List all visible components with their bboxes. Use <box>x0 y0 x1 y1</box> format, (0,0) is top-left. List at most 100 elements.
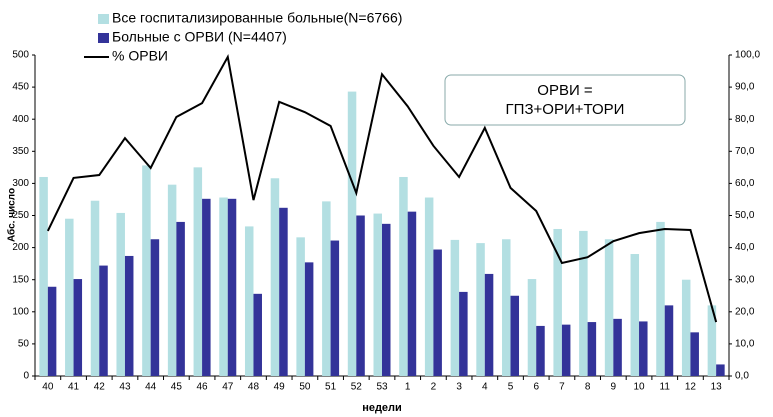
bar <box>604 239 614 376</box>
y-tick-label: 500 <box>12 50 29 61</box>
bar <box>536 325 545 376</box>
x-tick-label: 45 <box>171 382 183 393</box>
bar <box>459 291 468 376</box>
legend-label: % ОРВИ <box>112 48 168 64</box>
bar <box>716 364 725 376</box>
bar <box>330 240 340 376</box>
bar <box>167 184 177 376</box>
legend-swatch <box>98 33 109 43</box>
x-tick-label: 5 <box>508 382 514 393</box>
bar <box>142 165 151 376</box>
bar <box>244 226 254 376</box>
bar <box>116 212 125 376</box>
bar <box>502 239 511 376</box>
bar <box>124 255 134 376</box>
bar <box>296 237 305 376</box>
bar <box>382 223 391 376</box>
bar <box>202 198 211 376</box>
bar <box>690 332 699 376</box>
bar <box>39 176 48 376</box>
bar <box>150 239 160 376</box>
annotation-box <box>444 74 686 126</box>
line <box>46 53 718 323</box>
bar <box>227 198 237 376</box>
bar <box>356 215 365 376</box>
x-tick-label: 10 <box>633 382 645 393</box>
annotation-text: ОРВИ = <box>537 82 593 99</box>
legend-label: Все госпитализированные больные(N=6766) <box>112 10 402 26</box>
bar <box>304 262 314 376</box>
bar <box>681 279 691 376</box>
bar <box>47 286 57 376</box>
annotation-text: ГПЗ+ОРИ+ТОРИ <box>506 101 625 118</box>
x-tick-label: 44 <box>145 382 157 393</box>
x-tick-label: 52 <box>351 382 363 393</box>
y-tick-label: 450 <box>12 82 29 93</box>
y2-tick-label: 60,0 <box>735 178 755 189</box>
y-tick-label: 100 <box>12 306 29 317</box>
bar <box>450 239 460 376</box>
bar <box>476 243 485 376</box>
x-tick-label: 1 <box>405 382 411 393</box>
x-tick-label: 48 <box>248 382 260 393</box>
bar <box>424 197 434 376</box>
bar <box>99 265 108 376</box>
x-tick-label: 40 <box>42 382 54 393</box>
y-tick-label: 350 <box>12 146 29 157</box>
x-tick-label: 13 <box>711 382 723 393</box>
x-tick-label: 8 <box>585 382 591 393</box>
x-tick-label: 11 <box>660 382 671 393</box>
bar <box>510 295 520 376</box>
x-tick-label: 53 <box>376 382 388 393</box>
bar <box>90 200 100 376</box>
y2-tick-label: 100,0 <box>735 50 760 61</box>
x-tick-label: 42 <box>94 382 106 393</box>
bar <box>579 230 588 376</box>
bar <box>193 167 203 376</box>
bar <box>322 201 331 376</box>
bar <box>630 254 640 376</box>
legend-label: Больные с ОРВИ (N=4407) <box>112 29 287 45</box>
bar <box>484 273 494 376</box>
y2-tick-label: 70,0 <box>735 146 755 157</box>
y2-tick-label: 30,0 <box>735 274 755 285</box>
y2-tick-label: 0,0 <box>735 371 749 382</box>
bar <box>373 213 382 376</box>
bar <box>219 197 228 376</box>
y2-tick-label: 40,0 <box>735 242 755 253</box>
x-tick-label: 9 <box>611 382 617 393</box>
x-tick-label: 3 <box>456 382 462 393</box>
bar <box>433 249 442 376</box>
x-axis-label: недели <box>362 402 402 414</box>
x-tick-label: 12 <box>685 382 697 393</box>
y-axis-label: Абс. число <box>6 188 18 242</box>
x-tick-label: 46 <box>197 382 209 393</box>
y2-tick-label: 90,0 <box>735 82 755 93</box>
bar <box>553 228 562 376</box>
y-tick-label: 250 <box>12 210 29 221</box>
x-tick-label: 51 <box>325 382 337 393</box>
x-tick-label: 50 <box>299 382 311 393</box>
bar <box>399 176 408 376</box>
bar <box>176 221 185 376</box>
bar <box>707 305 717 376</box>
y2-tick-label: 10,0 <box>735 339 755 350</box>
legend-swatch <box>98 14 109 24</box>
bar <box>407 211 417 376</box>
bar <box>587 322 597 376</box>
y-tick-label: 0 <box>23 371 29 382</box>
bar <box>270 178 280 376</box>
bar <box>656 221 665 376</box>
bar <box>73 279 83 376</box>
bar <box>65 218 74 376</box>
x-tick-label: 43 <box>119 382 131 393</box>
y2-tick-label: 20,0 <box>735 306 755 317</box>
x-tick-label: 41 <box>68 382 80 393</box>
bar <box>561 324 571 376</box>
x-tick-label: 4 <box>482 382 488 393</box>
y2-tick-label: 80,0 <box>735 114 755 125</box>
x-tick-label: 47 <box>222 382 234 393</box>
bar <box>253 293 262 376</box>
bar <box>527 279 537 376</box>
